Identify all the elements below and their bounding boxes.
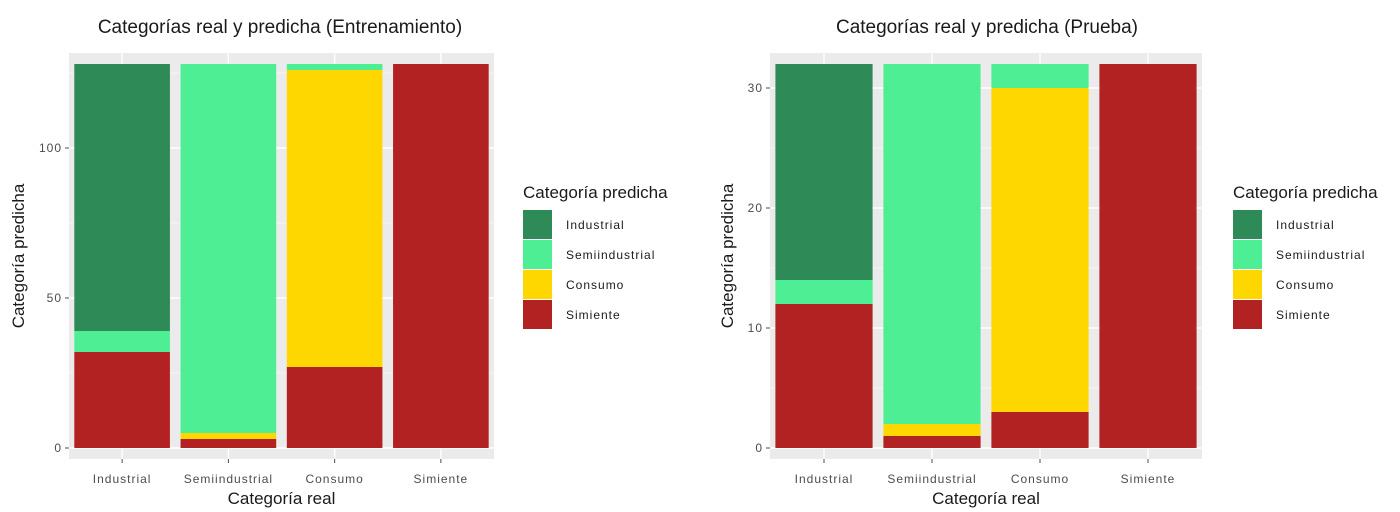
legend: Categoría predicha Industrial Semiindustri… [1233, 183, 1378, 329]
bar-consumo-consumo [286, 70, 383, 367]
bar-industrial-semiindustrial [74, 331, 170, 352]
bar-semiindustrial-consumo [883, 424, 981, 436]
chart-panel-1: 0 50 100 Industrial Semiindustrial Consumo Sim… [9, 17, 668, 508]
bar-semiindustrial-semiindustrial [180, 64, 277, 433]
bar-consumo-semiindustrial [991, 64, 1089, 88]
legend-label-simiente: Simiente [1276, 308, 1331, 322]
x-tick-label-simiente: Simiente [414, 472, 469, 486]
legend-label-semiindustrial: Semiindustrial [566, 248, 655, 262]
legend-label-consumo: Consumo [566, 278, 624, 292]
y-tick-label: 50 [47, 291, 62, 305]
y-axis-title: Categoría predicha [9, 183, 28, 328]
legend-label-industrial: Industrial [566, 218, 625, 232]
legend-key-semiindustrial [523, 240, 552, 269]
bar-industrial-industrial [74, 64, 170, 331]
legend-title: Categoría predicha [1233, 183, 1378, 202]
bar-industrial-simiente [775, 304, 873, 448]
legend-key-simiente [523, 300, 552, 329]
bar-industrial-simiente [74, 352, 170, 448]
bar-consumo-consumo [991, 88, 1089, 412]
x-tick-label-industrial: Industrial [795, 472, 854, 486]
x-axis-title: Categoría real [932, 489, 1040, 508]
bar-semiindustrial-consumo [180, 433, 277, 439]
bar-simiente-simiente [1099, 64, 1197, 448]
legend-label-industrial: Industrial [1276, 218, 1335, 232]
y-tick-label: 20 [748, 201, 763, 215]
chart-title: Categorías real y predicha (Entrenamient… [98, 17, 462, 38]
x-tick-label-semiindustrial: Semiindustrial [887, 472, 976, 486]
legend: Categoría predicha Industrial Semiindustri… [523, 183, 668, 329]
bar-consumo-simiente [286, 367, 383, 448]
bar-industrial-semiindustrial [775, 280, 873, 304]
bar-simiente-simiente [393, 64, 489, 448]
bar-industrial-industrial [775, 64, 873, 280]
legend-label-simiente: Simiente [566, 308, 621, 322]
y-tick-label: 30 [748, 81, 763, 95]
chart-panel-2: 0 10 20 30 Industrial Semiindustrial Consumo Si… [718, 17, 1378, 508]
y-tick-label: 0 [755, 441, 763, 455]
x-tick-label-industrial: Industrial [93, 472, 152, 486]
x-tick-label-consumo: Consumo [1011, 472, 1069, 486]
y-tick-label: 100 [39, 141, 62, 155]
x-tick-label-simiente: Simiente [1121, 472, 1176, 486]
y-tick-label: 10 [748, 321, 763, 335]
x-tick-label-semiindustrial: Semiindustrial [184, 472, 273, 486]
legend-key-consumo [523, 270, 552, 299]
bar-consumo-semiindustrial [286, 64, 383, 70]
legend-label-semiindustrial: Semiindustrial [1276, 248, 1365, 262]
x-axis-title: Categoría real [228, 489, 336, 508]
bar-semiindustrial-simiente [883, 436, 981, 448]
legend-title: Categoría predicha [523, 183, 668, 202]
bar-consumo-simiente [991, 412, 1089, 448]
y-tick-label: 0 [54, 441, 62, 455]
legend-label-consumo: Consumo [1276, 278, 1334, 292]
bar-semiindustrial-simiente [180, 439, 277, 448]
legend-key-simiente [1233, 300, 1262, 329]
x-tick-label-consumo: Consumo [305, 472, 363, 486]
legend-key-consumo [1233, 270, 1262, 299]
legend-key-industrial [1233, 210, 1262, 239]
legend-key-semiindustrial [1233, 240, 1262, 269]
y-axis-title: Categoría predicha [718, 183, 737, 328]
chart-title: Categorías real y predicha (Prueba) [836, 17, 1138, 38]
legend-key-industrial [523, 210, 552, 239]
bar-semiindustrial-semiindustrial [883, 64, 981, 424]
